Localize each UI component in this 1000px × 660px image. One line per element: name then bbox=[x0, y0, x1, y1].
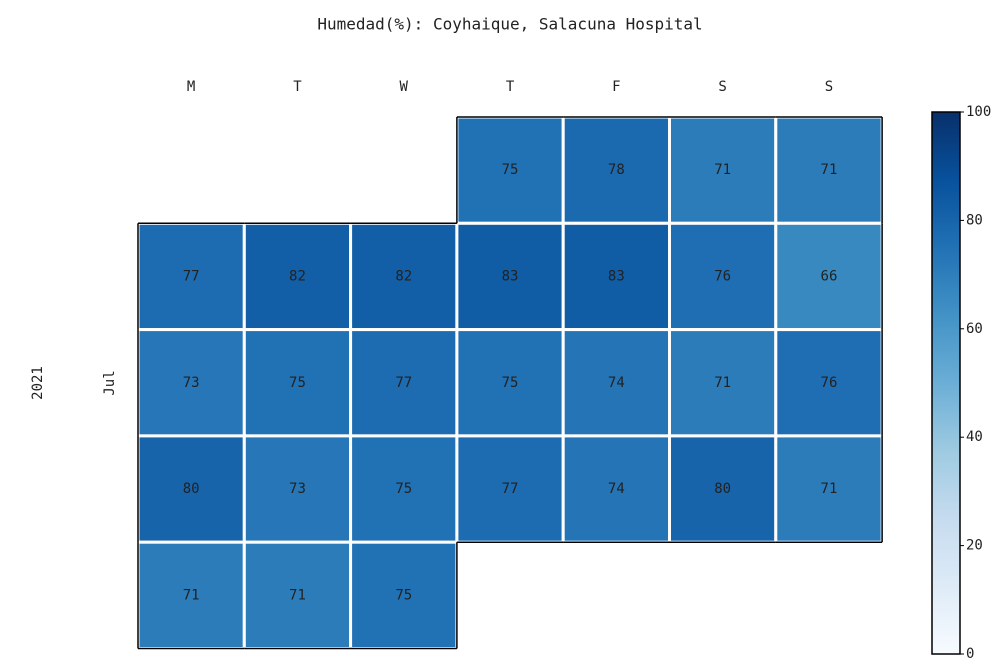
cell-label: 75 bbox=[395, 481, 412, 497]
cell-label: 75 bbox=[395, 587, 412, 603]
cell-label: 71 bbox=[183, 587, 200, 603]
cell-label: 75 bbox=[502, 162, 519, 178]
day-cell bbox=[561, 115, 672, 225]
cell-label: 73 bbox=[289, 481, 306, 497]
weekday-label: W bbox=[400, 79, 409, 95]
colorbar-tick-label: 20 bbox=[966, 538, 983, 554]
cell-label: 71 bbox=[821, 481, 838, 497]
cell-label: 80 bbox=[714, 481, 731, 497]
cell-label: 77 bbox=[502, 481, 519, 497]
colorbar-tick-label: 40 bbox=[966, 429, 983, 445]
weekday-label: S bbox=[825, 79, 833, 95]
cell-label: 82 bbox=[395, 268, 412, 284]
cell-label: 76 bbox=[821, 375, 838, 391]
colorbar-tick-label: 80 bbox=[966, 212, 983, 228]
cell-label: 75 bbox=[289, 375, 306, 391]
day-cell bbox=[455, 434, 565, 544]
day-cell bbox=[455, 221, 565, 332]
day-cell bbox=[561, 434, 672, 544]
cell-label: 73 bbox=[183, 375, 200, 391]
year-label: 2021 bbox=[30, 366, 46, 400]
cell-label: 75 bbox=[502, 375, 519, 391]
weekday-label: F bbox=[612, 79, 620, 95]
cell-label: 80 bbox=[183, 481, 200, 497]
cell-label: 71 bbox=[714, 162, 731, 178]
day-cell bbox=[349, 434, 459, 544]
colorbar-tick-label: 0 bbox=[966, 646, 974, 660]
day-cell bbox=[242, 221, 353, 332]
day-cell bbox=[349, 540, 459, 651]
day-cell bbox=[561, 328, 672, 438]
weekday-label: T bbox=[506, 79, 515, 95]
colorbar-tick-label: 100 bbox=[966, 104, 991, 120]
cell-label: 71 bbox=[289, 587, 306, 603]
cell-label: 71 bbox=[714, 375, 731, 391]
colorbar bbox=[931, 111, 961, 655]
day-cell bbox=[668, 221, 778, 332]
cell-label: 74 bbox=[608, 375, 625, 391]
day-cell bbox=[136, 328, 246, 438]
day-cell bbox=[668, 328, 778, 438]
weekday-label: T bbox=[293, 79, 302, 95]
cell-label: 66 bbox=[821, 268, 838, 284]
cell-label: 77 bbox=[183, 268, 200, 284]
chart-title: Humedad(%): Coyhaique, Salacuna Hospital bbox=[317, 15, 702, 34]
cell-label: 77 bbox=[395, 375, 412, 391]
day-cell bbox=[242, 540, 353, 651]
day-cell bbox=[136, 434, 246, 544]
cell-label: 74 bbox=[608, 481, 625, 497]
colorbar-tick-label: 60 bbox=[966, 321, 983, 337]
day-cell bbox=[349, 328, 459, 438]
day-cell bbox=[242, 434, 353, 544]
cell-label: 83 bbox=[608, 268, 625, 284]
weekday-label: M bbox=[187, 79, 195, 95]
cell-label: 78 bbox=[608, 162, 625, 178]
weekday-label: S bbox=[718, 79, 726, 95]
month-label: Jul bbox=[102, 370, 118, 395]
cell-label: 76 bbox=[714, 268, 731, 284]
cell-label: 83 bbox=[502, 268, 519, 284]
day-cell bbox=[774, 328, 884, 438]
cell-label: 82 bbox=[289, 268, 306, 284]
cell-label: 71 bbox=[821, 162, 838, 178]
